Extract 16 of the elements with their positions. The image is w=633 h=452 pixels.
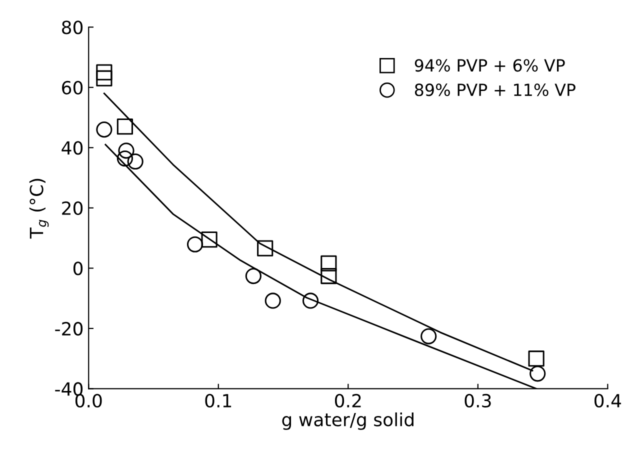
legend-label: 94% PVP + 6% VP (414, 59, 565, 72)
y-tick-label: 0 (73, 262, 83, 276)
y-tick-label: 60 (62, 80, 83, 95)
legend-label: 89% PVP + 11% VP (414, 84, 576, 96)
x-tick-label: 0.1 (205, 394, 232, 408)
y-axis-title: T$_{g}$ (°C) (29, 178, 49, 239)
x-tick-label: 0.3 (464, 394, 491, 408)
y-tick-label: 40 (62, 141, 83, 155)
x-tick-label: 0.2 (334, 394, 361, 408)
y-tick-label: 80 (62, 20, 83, 34)
x-tick-label: 0.0 (75, 394, 102, 408)
y-tick-label: -40 (55, 382, 83, 396)
x-tick-label: 0.4 (594, 394, 622, 408)
y-tick-label: 20 (62, 201, 83, 216)
y-tick-label: -20 (55, 322, 83, 336)
x-axis-title: g water/g solid (282, 412, 414, 430)
